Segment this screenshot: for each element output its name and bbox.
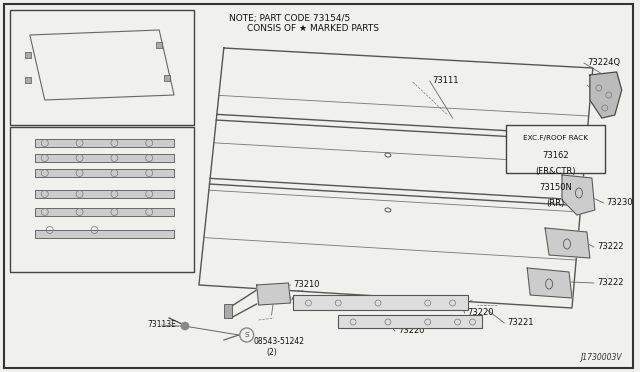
Text: 73220: 73220 — [398, 326, 424, 335]
Text: 73155: 73155 — [104, 218, 129, 227]
Text: ✸73860F: ✸73860F — [12, 242, 44, 248]
Polygon shape — [590, 72, 621, 118]
Text: ✸73860F: ✸73860F — [60, 182, 92, 188]
Text: 73222: 73222 — [597, 242, 623, 251]
Text: 73937U: 73937U — [12, 204, 42, 213]
Bar — [35, 169, 174, 177]
Text: ✸73860F: ✸73860F — [90, 242, 122, 248]
Bar — [25, 52, 31, 58]
Polygon shape — [527, 268, 572, 298]
Bar — [224, 304, 232, 318]
Bar — [10, 10, 194, 125]
Text: CONSIS OF ★ MARKED PARTS: CONSIS OF ★ MARKED PARTS — [246, 24, 379, 33]
Text: 73850B: 73850B — [115, 228, 141, 234]
Bar — [10, 127, 194, 272]
Text: 73230: 73230 — [607, 198, 634, 207]
Text: 73162: 73162 — [542, 151, 569, 160]
Text: ✸73860F: ✸73860F — [108, 165, 140, 171]
Text: 96992X: 96992X — [276, 296, 308, 305]
Text: 73113E: 73113E — [147, 320, 176, 329]
Text: ✸73860FA: ✸73860FA — [108, 150, 144, 156]
Text: 73150N: 73150N — [539, 183, 572, 192]
Text: F/ROOF RACK: F/ROOF RACK — [14, 256, 77, 265]
Polygon shape — [545, 228, 590, 258]
Text: 73224Q: 73224Q — [587, 58, 620, 67]
Text: (FR&CTR): (FR&CTR) — [535, 167, 576, 176]
Text: 73157Y: 73157Y — [120, 12, 148, 21]
Bar — [338, 315, 483, 328]
Bar — [294, 295, 468, 310]
Text: 73157Y: 73157Y — [12, 102, 41, 111]
Text: (RR): (RR) — [547, 199, 564, 208]
Text: 08543-51242: 08543-51242 — [253, 337, 305, 346]
Text: 73221: 73221 — [508, 318, 534, 327]
Text: S: S — [244, 332, 249, 338]
Bar — [35, 208, 174, 216]
Bar — [25, 77, 31, 83]
Text: ✸73860FA: ✸73860FA — [108, 135, 144, 141]
Polygon shape — [562, 175, 595, 215]
Text: NOTE; PART CODE 73154/5: NOTE; PART CODE 73154/5 — [228, 14, 350, 23]
Text: 73157YA: 73157YA — [109, 104, 143, 113]
Text: 73157: 73157 — [104, 130, 129, 139]
Circle shape — [181, 322, 189, 330]
Text: 73111: 73111 — [433, 76, 460, 85]
Bar — [35, 154, 174, 162]
Text: 73937U: 73937U — [12, 130, 42, 139]
Text: (2): (2) — [267, 348, 277, 357]
Polygon shape — [257, 283, 291, 305]
Bar — [164, 75, 170, 81]
Text: 71572X: 71572X — [12, 12, 42, 21]
Text: EXC.F/ROOF RACK: EXC.F/ROOF RACK — [523, 135, 588, 141]
Text: 73222: 73222 — [597, 278, 623, 287]
Text: 73154: 73154 — [12, 186, 36, 195]
Text: 73220: 73220 — [468, 308, 494, 317]
Bar — [506, 125, 605, 173]
Bar — [35, 139, 174, 147]
Text: J1730003V: J1730003V — [580, 353, 621, 362]
Text: 73210: 73210 — [294, 280, 320, 289]
Bar — [35, 230, 174, 238]
Bar — [35, 190, 174, 198]
Bar — [156, 42, 162, 48]
